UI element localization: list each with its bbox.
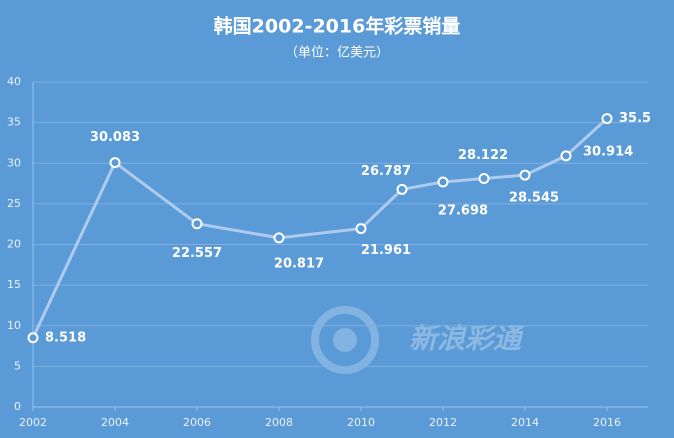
x-tick-label: 2004 (101, 416, 129, 429)
marker (478, 173, 490, 185)
y-tick-label: 20 (7, 238, 21, 251)
y-tick-label: 25 (7, 197, 21, 210)
watermark-logo (311, 306, 379, 374)
marker (396, 183, 408, 195)
value-label: 30.083 (90, 130, 140, 145)
marker (601, 113, 613, 125)
value-label: 28.545 (509, 191, 559, 206)
value-label: 27.698 (438, 203, 488, 218)
marker (437, 176, 449, 188)
value-label: 28.122 (458, 148, 508, 163)
y-tick-label: 0 (14, 400, 21, 413)
x-tick-label: 2010 (347, 416, 375, 429)
chart-title: 韩国2002-2016年彩票销量 (214, 15, 461, 38)
value-label: 20.817 (274, 256, 324, 271)
chart-subtitle: （单位：亿美元） (285, 46, 389, 61)
y-tick-label: 10 (7, 319, 21, 332)
value-label: 21.961 (361, 243, 411, 258)
y-tick-label: 40 (7, 75, 21, 88)
value-label: 22.557 (172, 246, 222, 261)
value-label: 26.787 (361, 164, 411, 179)
y-tick-label: 5 (14, 359, 21, 372)
watermark: 新浪彩通 (409, 322, 525, 355)
x-tick-label: 2012 (429, 416, 457, 429)
marker (355, 223, 367, 235)
marker (273, 232, 285, 244)
y-tick-label: 15 (7, 278, 21, 291)
x-tick-label: 2006 (183, 416, 211, 429)
marker (109, 157, 121, 169)
marker (27, 332, 39, 344)
value-label: 8.518 (45, 330, 86, 345)
y-tick-label: 30 (7, 156, 21, 169)
value-label: 30.914 (583, 144, 633, 159)
x-tick-label: 2016 (593, 416, 621, 429)
marker (519, 169, 531, 181)
x-tick-label: 2014 (511, 416, 539, 429)
marker (191, 218, 203, 230)
x-tick-label: 2002 (19, 416, 47, 429)
value-label: 35.5 (619, 111, 651, 126)
x-tick-label: 2008 (265, 416, 293, 429)
y-tick-label: 35 (7, 116, 21, 129)
marker (560, 150, 572, 162)
